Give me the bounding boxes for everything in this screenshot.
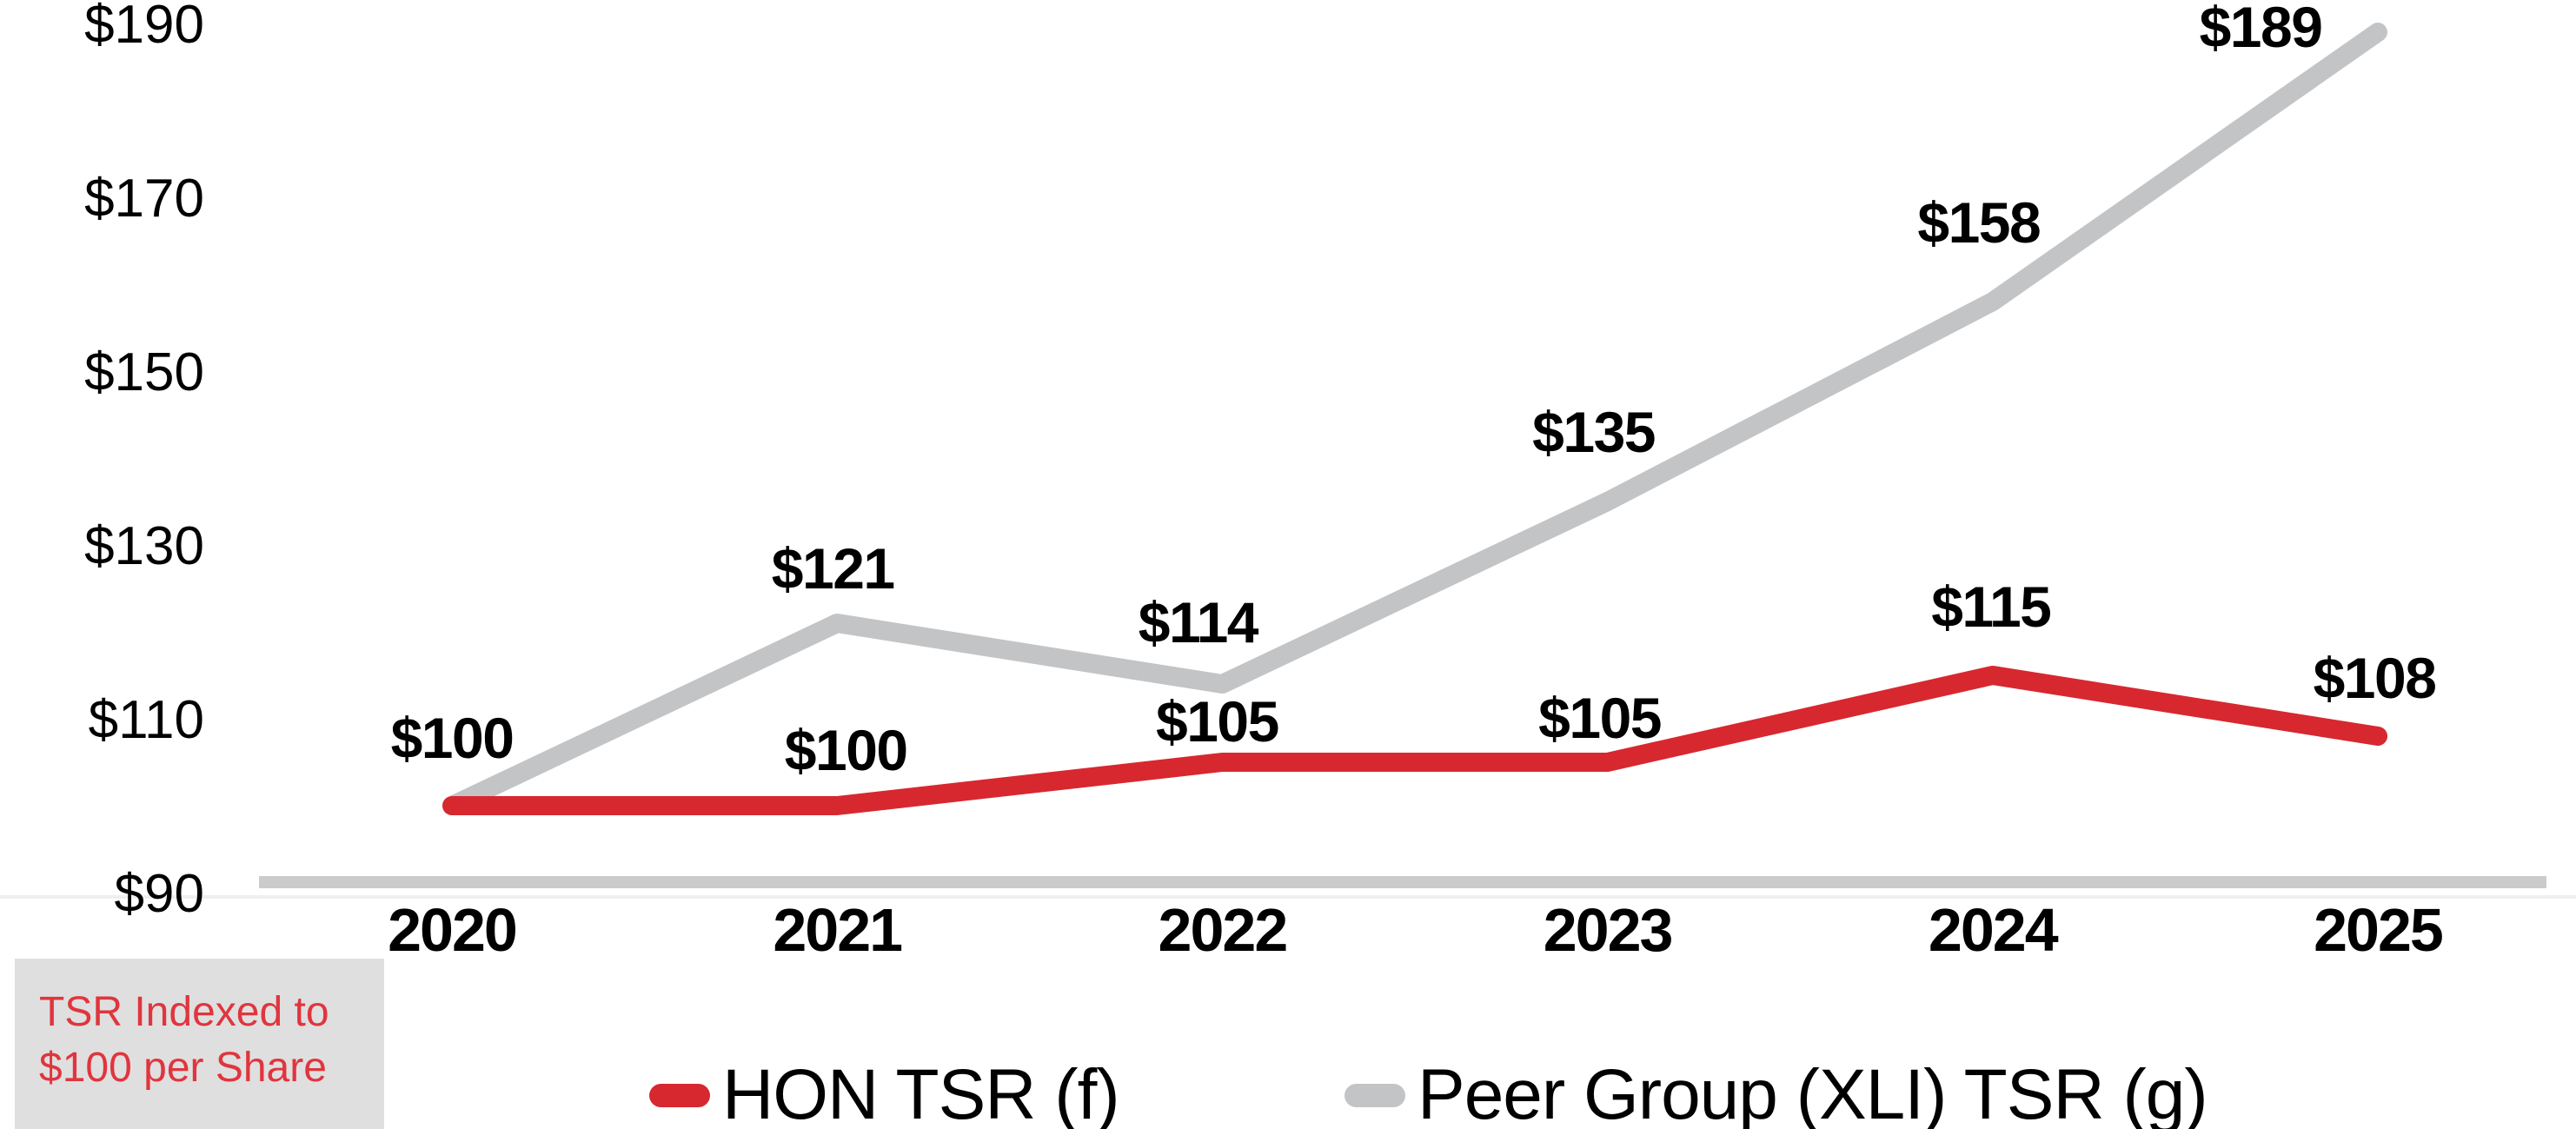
x-tick-label: 2024 — [1929, 896, 2059, 964]
x-tick-label: 2021 — [773, 896, 901, 964]
legend-label-peer-group: Peer Group (XLI) TSR (g) — [1417, 1055, 2208, 1129]
peer-group-tsr-line — [442, 23, 2387, 815]
data-point-label: $158 — [1917, 190, 2040, 255]
x-tick-label: 2025 — [2314, 896, 2442, 964]
y-tick-label: $190 — [84, 0, 204, 55]
legend-item-peer-group: Peer Group (XLI) TSR (g) — [1344, 1047, 2208, 1129]
baseline-rule — [0, 895, 2576, 899]
chart-legend: HON TSR (f) Peer Group (XLI) TSR (g) — [0, 1047, 2576, 1129]
data-point-label: $121 — [772, 536, 894, 601]
data-point-label: $105 — [1538, 686, 1661, 750]
data-point-label: $108 — [2314, 646, 2436, 710]
y-tick-label: $90 — [115, 864, 204, 924]
y-tick-label: $110 — [89, 690, 204, 750]
peer-group-series-swatch-icon — [1344, 1083, 1405, 1107]
data-point-label: $114 — [1139, 590, 1259, 654]
data-point-label: $100 — [785, 718, 907, 782]
data-point-label: $135 — [1532, 400, 1655, 464]
y-tick-label: $130 — [84, 516, 204, 576]
legend-item-hon: HON TSR (f) — [649, 1047, 1120, 1129]
y-tick-label: $170 — [84, 169, 204, 229]
data-point-label: $100 — [391, 706, 514, 770]
hon-series-swatch-icon — [649, 1083, 710, 1107]
legend-label-hon: HON TSR (f) — [722, 1055, 1120, 1129]
data-point-label: $105 — [1156, 689, 1278, 754]
x-tick-label: 2020 — [388, 896, 516, 964]
y-tick-label: $150 — [84, 342, 204, 402]
hon-tsr-line — [442, 666, 2387, 815]
x-tick-label: 2023 — [1544, 896, 1672, 964]
x-axis-line — [259, 876, 2546, 888]
data-point-label: $115 — [1931, 574, 2050, 639]
tsr-indexed-note: TSR Indexed to $100 per Share — [15, 959, 384, 1129]
note-line-1: TSR Indexed to — [39, 989, 329, 1035]
data-point-label: $189 — [2200, 0, 2322, 59]
note-line-2: $100 per Share — [39, 1045, 327, 1091]
x-tick-label: 2022 — [1159, 896, 1287, 964]
